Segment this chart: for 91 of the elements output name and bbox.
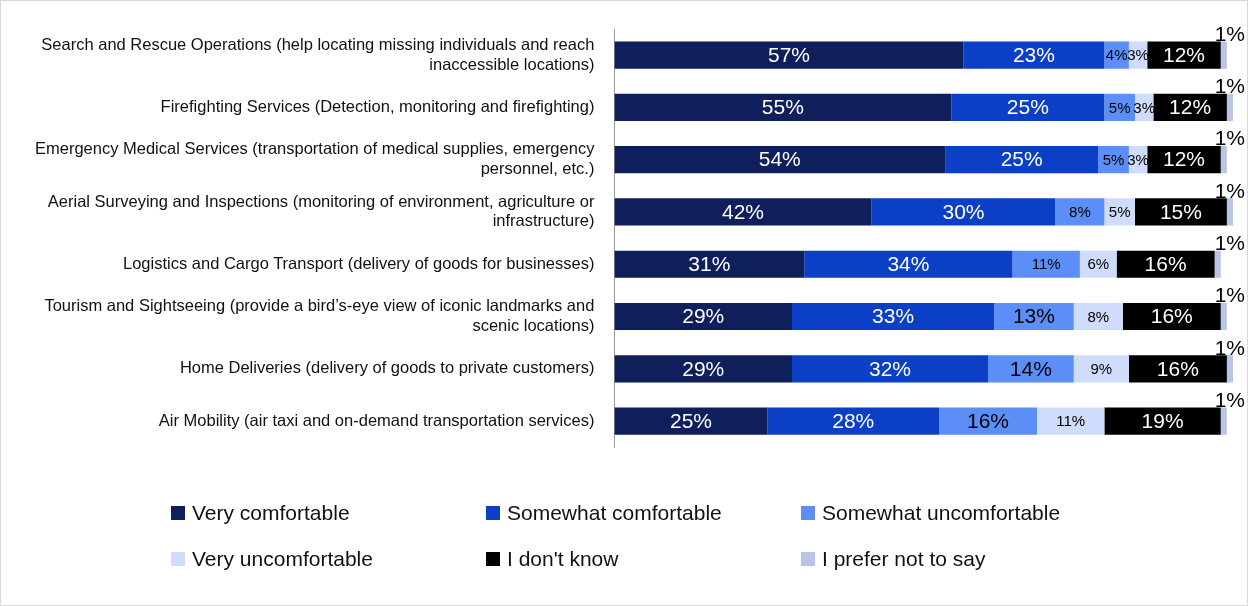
legend-label: Somewhat comfortable [507,501,722,525]
y-tick-label: Home Deliveries (delivery of goods to private customers) [179,358,595,377]
bar [614,407,768,435]
bar [1104,407,1221,435]
bar [963,41,1105,69]
bar [614,355,793,383]
data-label: 34% [887,252,930,276]
bar [1214,250,1221,278]
data-label: 16% [1156,356,1199,380]
y-tick-label: Air Mobility (air taxi and on-demand transportation services) [158,410,595,429]
bar [1226,198,1233,226]
bar [614,250,805,278]
y-tick-label: Logistics and Cargo Transport (delivery of goods for businesses) [123,253,595,272]
data-label: 12% [1162,42,1206,66]
data-label: 54% [758,147,801,171]
y-tick-label: Search and Rescue Operations (help locating missing individuals and reach inaccessible locations) [41,34,595,73]
data-label: 3% [1133,98,1156,116]
data-label: 29% [682,356,725,380]
legend-label: Somewhat uncomfortable [822,501,1061,525]
bar [1220,146,1227,174]
bar [1135,198,1227,226]
bar [804,250,1013,278]
data-label: 19% [1141,408,1184,432]
data-label: 33% [872,304,915,328]
data-label: 1% [1214,387,1245,411]
data-label: 13% [1012,304,1055,328]
legend-label: Very comfortable [192,501,350,525]
data-label: 11% [1056,412,1086,430]
bar [951,93,1105,121]
bar [767,407,940,435]
bar [1226,355,1233,383]
data-label: 28% [832,408,875,432]
data-label: 1% [1214,126,1245,150]
legend-label: Very uncomfortable [192,547,373,571]
data-label: 4% [1105,46,1128,64]
data-label: 1% [1214,178,1245,202]
data-label: 1% [1214,21,1245,45]
bar [614,41,964,69]
data-label: 55% [761,95,804,119]
data-label: 29% [682,304,725,328]
bar [1037,407,1105,435]
bar [1226,93,1233,121]
data-label: 25% [1000,147,1043,171]
y-tick-label: Tourism and Sightseeing (provide a bird’s-eye view of iconic landmarks and scenic locations) [44,296,595,334]
data-label: 16% [1150,304,1193,328]
legend-label: I don't know [507,547,619,571]
data-label: 12% [1169,95,1212,119]
data-label: 11% [1031,255,1061,273]
bar [614,93,952,121]
data-label: 5% [1102,150,1125,168]
data-label: 25% [669,408,712,432]
bar [945,146,1099,174]
bar [792,355,989,383]
y-tick-label: Aerial Surveying and Inspections (monitoring of environment, agriculture or infrastructure) [47,191,595,230]
data-label: 9% [1090,359,1113,377]
data-label: 1% [1214,231,1245,255]
bar [1073,355,1129,383]
data-label: 8% [1087,307,1110,325]
data-label: 12% [1162,147,1206,171]
data-label: 30% [942,199,985,223]
y-tick-label: Firefighting Services (Detection, monitoring and firefighting) [160,96,595,115]
legend-label: I prefer not to say [822,547,986,571]
data-label: 32% [869,356,912,380]
data-label: 1% [1214,74,1245,98]
data-label: 14% [1009,356,1052,380]
data-label: 42% [722,199,765,223]
data-label: 23% [1012,42,1055,66]
y-tick-label: Emergency Medical Services (transportation of medical supplies, emergency personnel, etc.) [34,139,596,178]
bar [614,146,946,174]
data-label: 15% [1159,199,1202,223]
bar [792,302,995,331]
bar [1012,250,1080,278]
data-label: 16% [1144,252,1187,276]
data-label: 1% [1214,335,1245,359]
data-label: 16% [967,408,1010,432]
data-label: 8% [1069,203,1091,221]
data-label: 25% [1006,95,1049,119]
data-label: 31% [688,252,731,276]
data-label: 57% [767,42,810,66]
data-label: 6% [1087,255,1110,273]
bar [1220,407,1227,435]
data-label: 5% [1108,203,1131,221]
data-label: 5% [1108,98,1131,116]
bar [1220,302,1227,331]
bar [1220,41,1227,69]
bar [871,198,1056,226]
data-label: 1% [1214,283,1245,307]
bar [1055,198,1105,226]
bar [614,302,793,331]
bar [939,407,1038,435]
bar [614,198,872,226]
